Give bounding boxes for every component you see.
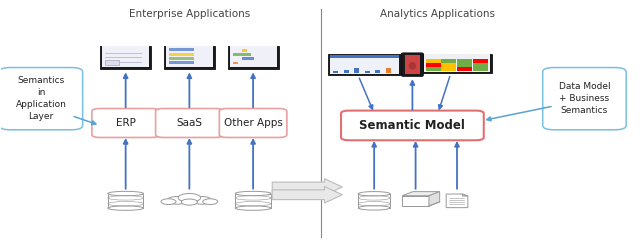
- Bar: [426, 59, 441, 63]
- Bar: [228, 46, 278, 69]
- Bar: [422, 54, 492, 73]
- FancyBboxPatch shape: [341, 111, 484, 140]
- FancyBboxPatch shape: [401, 53, 423, 76]
- Circle shape: [191, 197, 212, 204]
- Bar: [386, 68, 391, 73]
- Bar: [105, 60, 119, 65]
- Bar: [442, 59, 456, 63]
- Bar: [354, 68, 359, 73]
- Bar: [426, 63, 441, 67]
- Bar: [424, 54, 490, 72]
- FancyBboxPatch shape: [220, 108, 287, 138]
- Bar: [230, 46, 276, 67]
- Bar: [405, 55, 420, 74]
- Bar: [426, 67, 441, 71]
- Bar: [344, 70, 349, 73]
- FancyBboxPatch shape: [0, 68, 83, 130]
- Text: ERP: ERP: [116, 118, 136, 128]
- Bar: [164, 46, 215, 69]
- Text: Semantic Model: Semantic Model: [360, 119, 465, 132]
- Bar: [100, 46, 151, 69]
- Bar: [243, 49, 247, 52]
- Bar: [330, 55, 399, 58]
- Text: Enterprise Applications: Enterprise Applications: [129, 9, 250, 18]
- Bar: [472, 59, 488, 63]
- Bar: [457, 67, 472, 71]
- FancyBboxPatch shape: [156, 108, 223, 138]
- Circle shape: [181, 199, 197, 205]
- Text: Other Apps: Other Apps: [223, 118, 282, 128]
- Bar: [472, 63, 488, 67]
- Bar: [169, 48, 194, 51]
- Circle shape: [161, 199, 176, 204]
- Bar: [169, 57, 194, 60]
- FancyArrow shape: [272, 179, 342, 195]
- Circle shape: [167, 197, 188, 204]
- Bar: [243, 58, 253, 60]
- Text: Analytics Applications: Analytics Applications: [380, 9, 495, 18]
- Text: Data Model
+ Business
Semantics: Data Model + Business Semantics: [559, 82, 611, 115]
- Ellipse shape: [236, 191, 271, 196]
- Bar: [233, 62, 238, 64]
- Bar: [402, 196, 429, 206]
- Bar: [169, 53, 194, 56]
- Bar: [108, 194, 143, 208]
- Polygon shape: [429, 192, 440, 206]
- FancyBboxPatch shape: [543, 68, 626, 130]
- FancyArrow shape: [272, 186, 342, 203]
- Polygon shape: [463, 194, 468, 196]
- Bar: [457, 63, 472, 67]
- Ellipse shape: [358, 192, 390, 196]
- Text: Semantics
in
Application
Layer: Semantics in Application Layer: [15, 77, 67, 121]
- Bar: [102, 46, 149, 67]
- Bar: [233, 53, 250, 56]
- Bar: [166, 46, 213, 67]
- Circle shape: [178, 193, 200, 202]
- FancyBboxPatch shape: [92, 108, 159, 138]
- Circle shape: [203, 199, 218, 204]
- Bar: [365, 71, 370, 73]
- Ellipse shape: [236, 206, 271, 210]
- Polygon shape: [446, 194, 468, 208]
- Bar: [375, 70, 380, 73]
- Ellipse shape: [108, 191, 143, 196]
- Bar: [328, 54, 401, 75]
- Bar: [457, 59, 472, 63]
- Bar: [472, 67, 488, 71]
- Ellipse shape: [409, 62, 416, 70]
- Bar: [169, 61, 194, 64]
- Ellipse shape: [358, 206, 390, 210]
- Bar: [333, 71, 338, 73]
- Bar: [236, 194, 271, 208]
- Polygon shape: [402, 192, 440, 196]
- Text: SaaS: SaaS: [177, 118, 202, 128]
- Bar: [358, 194, 390, 208]
- Ellipse shape: [108, 206, 143, 210]
- Bar: [442, 63, 456, 67]
- Bar: [330, 55, 399, 74]
- Bar: [424, 54, 490, 58]
- Bar: [442, 67, 456, 71]
